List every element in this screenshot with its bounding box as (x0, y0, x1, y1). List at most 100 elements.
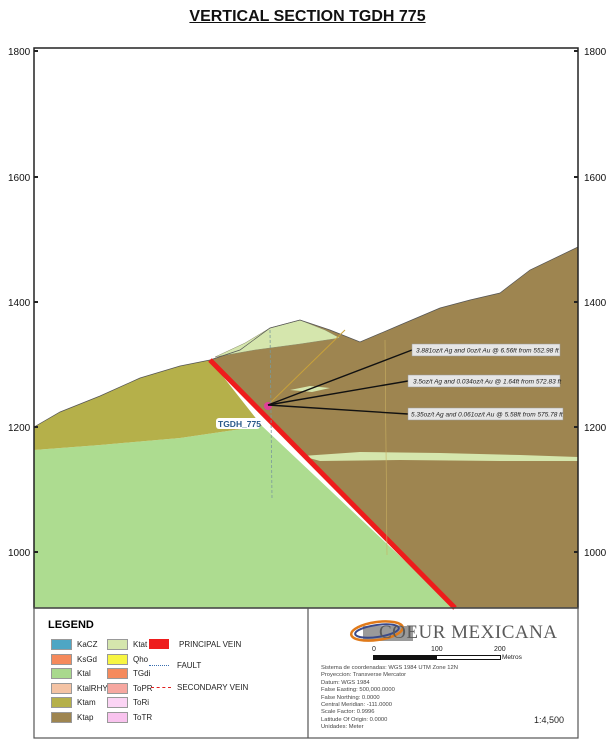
legend-label: ToRi (133, 698, 150, 707)
legend-label: ToPR (133, 683, 153, 693)
tick-label-right: 1400 (584, 298, 607, 309)
legend-label: Qho (133, 654, 149, 664)
tick-label-left: 1000 (8, 548, 31, 559)
section-title: VERTICAL SECTION TGDH 775 (189, 8, 426, 25)
legend-label: ToTR (133, 712, 153, 722)
legend-item-ktat: Ktat (107, 639, 147, 650)
tick-label-left: 1200 (8, 423, 31, 434)
leader-line (267, 404, 409, 415)
projection-line: False Northing: 0.0000 (321, 694, 380, 701)
drillhole-trace-east (384, 339, 388, 556)
unit-ktal (34, 426, 455, 608)
legend-label: SECONDARY VEIN (177, 683, 249, 692)
scale-label: 200 (494, 646, 506, 653)
legend-swatch (51, 668, 72, 679)
scale-unit: Metros (502, 654, 522, 661)
projection-line: Latitude Of Origin: 0.0000 (321, 716, 388, 723)
tick-label-right: 1000 (584, 548, 607, 559)
drillhole-label: TGDH_775 (218, 419, 261, 429)
projection-line: False Easting: 500,000.0000 (321, 687, 395, 694)
tick-label-right: 1800 (584, 47, 607, 58)
legend-label: KaCZ (77, 640, 98, 649)
tick-label-right: 1200 (584, 423, 607, 434)
projection-line: Central Meridian: -111.0000 (321, 702, 392, 709)
legend-label: Ktam (77, 698, 96, 707)
company-name: COEUR MEXICANA (379, 622, 558, 643)
intercept-text: 3.881oz/t Ag and 0oz/t Au @ 6.56ft from … (416, 348, 560, 355)
drillhole-label-bg (216, 418, 260, 429)
intercept-callout: 3.881oz/t Ag and 0oz/t Au @ 6.56ft from … (411, 343, 561, 357)
legend-item-kacz: KaCZ (51, 639, 97, 650)
secondary-vein-line-icon (151, 687, 171, 688)
scale-ratio: 1:4,500 (533, 715, 564, 725)
legend: LEGEND KaCZ KsGd Ktal KtalRHY Ktam Ktap Ktat Qh… (34, 609, 308, 737)
legend-principal-vein: PRINCIPAL VEIN (149, 639, 241, 649)
map-info: COEUR MEXICANA 0 100 200 Metros Sistema … (309, 609, 578, 737)
elevation-ticks: 1800 1600 1400 1200 1000 1800 1600 1400 … (8, 47, 607, 559)
legend-label: Ktal (77, 669, 91, 678)
legend-swatch (51, 653, 72, 665)
drillhole-trace-vertical (269, 329, 273, 499)
tick-label-left: 1600 (8, 173, 31, 184)
legend-label: KtalRHY (77, 683, 108, 693)
principal-vein-swatch (149, 639, 169, 649)
legend-swatch (51, 697, 72, 708)
projection-line: Proyeccion: Transverse Mercator (321, 672, 407, 679)
intercept-text: 5.35oz/t Ag and 0.061oz/t Au @ 5.58ft fr… (411, 412, 564, 419)
tick-label-left: 1800 (8, 47, 31, 58)
intercept-text: 3.5oz/t Ag and 0.034oz/t Au @ 1.64ft fro… (413, 379, 562, 386)
tick-label-right: 1600 (584, 173, 607, 184)
legend-label: TGdi (133, 669, 151, 678)
legend-label: KsGd (77, 654, 98, 664)
legend-item-tgdi: TGdi (107, 668, 150, 679)
legend-fault: FAULT (149, 661, 201, 670)
scale-label: 0 (372, 646, 376, 653)
legend-label: FAULT (177, 661, 202, 670)
legend-label: PRINCIPAL VEIN (179, 639, 242, 649)
legend-swatch (51, 711, 72, 723)
legend-item-tori: ToRi (107, 697, 149, 708)
unit-ktam (34, 360, 262, 450)
legend-item-ksgd: KsGd (51, 653, 98, 665)
intercept-callout: 3.5oz/t Ag and 0.034oz/t Au @ 1.64ft fro… (407, 374, 562, 388)
legend-swatch (51, 639, 72, 650)
tick-label-left: 1400 (8, 298, 31, 309)
leader-line (267, 380, 409, 406)
legend-item-topr: ToPR (107, 682, 153, 694)
legend-swatch (51, 682, 72, 694)
legend-label: Ktap (77, 712, 94, 722)
legend-secondary-vein: SECONDARY VEIN (151, 683, 248, 692)
legend-item-ktal: Ktal (51, 668, 91, 679)
legend-item-ktalrhy: KtalRHY (51, 682, 108, 694)
unit-ktat-lens (302, 452, 578, 461)
legend-title: LEGEND (48, 619, 94, 631)
principal-vein (208, 358, 457, 610)
coeur-logo-icon (349, 620, 413, 642)
intercept-callout: 5.35oz/t Ag and 0.061oz/t Au @ 5.58ft fr… (407, 407, 564, 421)
scale-bar-black (373, 655, 438, 660)
topography-line (209, 246, 579, 361)
legend-item-ktam: Ktam (51, 697, 96, 708)
legend-swatch (107, 682, 128, 694)
projection-line: Sistema de coordenadas: WGS 1984 UTM Zon… (321, 665, 458, 671)
scale-bar-white (436, 655, 501, 660)
projection-line: Scale Factor: 0.9996 (321, 709, 375, 716)
legend-item-ktap: Ktap (51, 711, 94, 723)
legend-item-totr: ToTR (107, 711, 153, 723)
footer-frame (33, 607, 579, 739)
topography-line-west (33, 359, 211, 428)
legend-swatch (107, 711, 128, 723)
drillhole-trace (267, 329, 346, 406)
legend-swatch (107, 668, 128, 679)
legend-label: Ktat (133, 640, 148, 649)
projection-info: Sistema de coordenadas: WGS 1984 UTM Zon… (321, 665, 458, 732)
projection-line: Unidades: Meter (321, 724, 364, 731)
projection-line: Datum: WGS 1984 (321, 679, 370, 686)
legend-swatch (107, 653, 128, 665)
legend-item-qho: Qho (107, 653, 149, 665)
leader-line (267, 349, 413, 406)
legend-swatch (107, 639, 128, 650)
scale-label: 100 (431, 646, 443, 653)
fault-line-icon (149, 665, 169, 666)
